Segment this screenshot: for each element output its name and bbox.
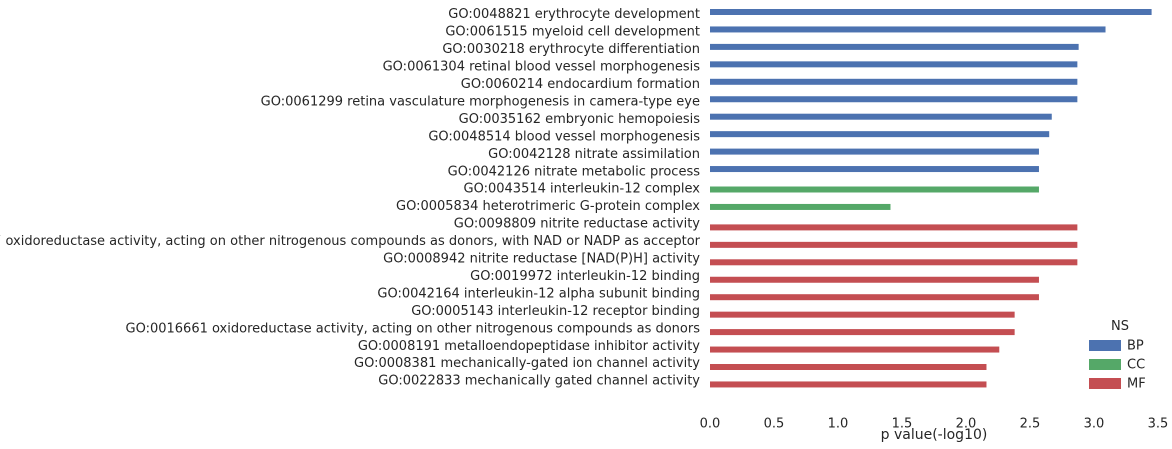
category-label: GO:0019972 interleukin-12 binding [470,269,700,284]
bar-bp [710,148,1039,155]
x-tick-label: 2.0 [956,417,977,432]
legend-label-bp: BP [1127,339,1144,354]
bar-mf [710,241,1078,248]
x-tick-label: 3.5 [1148,417,1169,432]
bar-bp [710,26,1106,33]
category-label: GO:0061299 retina vasculature morphogene… [261,94,700,109]
category-label: GO:0016661 oxidoreductase activity, acti… [126,321,701,336]
x-axis-title: p value(-log10) [881,427,988,443]
category-label: GO:0061515 myeloid cell development [445,25,700,40]
bar-bp [710,78,1078,85]
category-label: GO:0046857 oxidoreductase activity, acti… [0,234,701,249]
bar-mf [710,364,987,370]
bar-bp [710,9,1152,15]
x-tick-label: 3.0 [1084,417,1105,432]
bar-mf [710,311,1015,318]
bar-bp [710,166,1039,173]
x-tick-label: 1.0 [828,417,849,432]
category-label: GO:0022833 mechanically gated channel ac… [378,374,700,389]
x-tick-label: 1.5 [892,417,913,432]
category-label: GO:0008381 mechanically-gated ion channe… [354,356,700,371]
category-label: GO:0005834 heterotrimeric G-protein comp… [396,199,700,214]
category-label: GO:0061304 retinal blood vessel morphoge… [383,60,701,75]
legend-label-mf: MF [1127,377,1146,392]
legend: NS BP CC MF [1089,319,1146,392]
category-label: GO:0048514 blood vessel morphogenesis [428,129,700,144]
bar-bp [710,113,1052,120]
x-tick-label: 2.5 [1020,417,1041,432]
category-label: GO:0098809 nitrite reductase activity [454,217,701,232]
bar-mf [710,259,1078,266]
legend-swatch-bp [1089,340,1121,351]
category-label: GO:0030218 erythrocyte differentiation [442,42,700,57]
bar-bp [710,131,1050,138]
legend-title: NS [1111,319,1129,334]
legend-swatch-mf [1089,378,1121,389]
category-label: GO:0042126 nitrate metabolic process [448,164,701,179]
bar-mf [710,381,987,388]
bar-cc [710,203,891,210]
category-label: GO:0042128 nitrate assimilation [488,147,700,162]
category-label: GO:0005143 interleukin-12 receptor bindi… [411,304,700,319]
legend-swatch-cc [1089,359,1121,370]
bar-bp [710,61,1078,68]
bars [710,9,1152,388]
x-tick-label: 0.0 [700,417,721,432]
category-labels: GO:0048821 erythrocyte development GO:006… [0,7,701,388]
x-axis-ticks: 0.0 0.5 1.0 1.5 2.0 2.5 3.0 3.5 [700,417,1169,432]
bar-mf [710,294,1039,301]
bar-mf [710,329,1015,336]
bar-bp [710,96,1078,103]
legend-label-cc: CC [1127,358,1145,373]
x-tick-label: 0.5 [764,417,785,432]
category-label: GO:0008191 metalloendopeptidase inhibito… [358,339,700,354]
bar-mf [710,346,1000,353]
bar-mf [710,224,1078,231]
category-label: GO:0008942 nitrite reductase [NAD(P)H] a… [383,252,700,267]
category-label: GO:0043514 interleukin-12 complex [464,182,701,197]
category-label: GO:0042164 interleukin-12 alpha subunit … [377,286,700,301]
bar-mf [710,276,1039,283]
legend-entries: BP CC MF [1089,339,1146,392]
bar-cc [710,186,1039,193]
category-label: GO:0060214 endocardium formation [461,77,700,92]
category-label: GO:0035162 embryonic hemopoiesis [459,112,701,127]
category-label: GO:0048821 erythrocyte development [448,7,700,22]
bar-bp [710,43,1079,50]
